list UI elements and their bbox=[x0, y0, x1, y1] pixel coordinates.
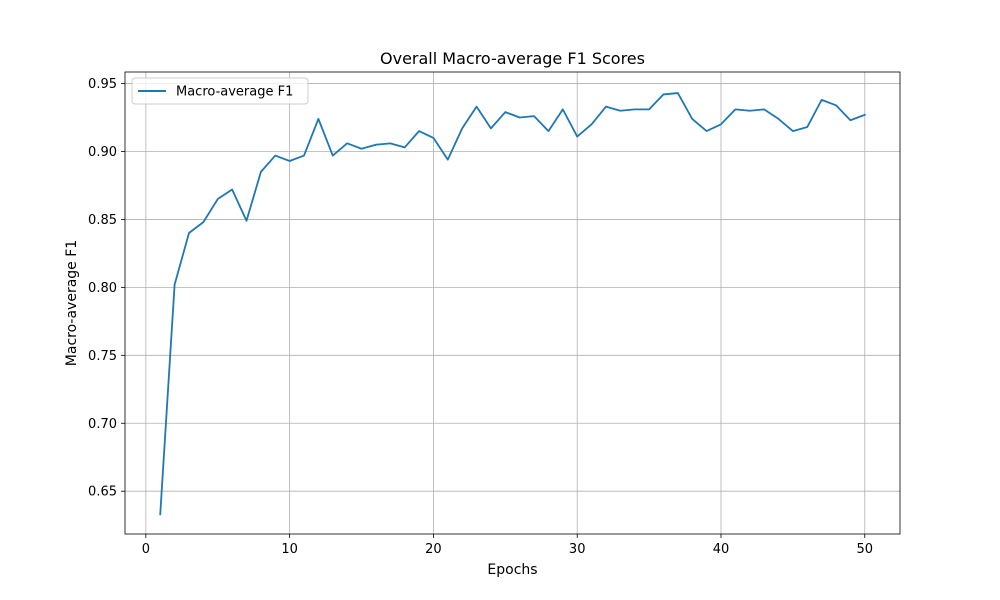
x-tick-label: 50 bbox=[856, 542, 873, 557]
ticks: 0 10 20 30 40 50 0.65 0.70 0.75 0.80 0.85 0.90 0.95 bbox=[88, 77, 873, 557]
series-layer bbox=[159, 92, 866, 516]
x-tick-label: 30 bbox=[569, 542, 586, 557]
grid bbox=[125, 72, 900, 534]
legend-entry-macro-average-f1: Macro-average F1 bbox=[176, 85, 293, 100]
legend-box bbox=[131, 77, 309, 105]
x-tick-label: 10 bbox=[281, 542, 298, 557]
series-line-macro-average-f1 bbox=[159, 92, 866, 516]
chart-title: Overall Macro-average F1 Scores bbox=[380, 49, 645, 68]
x-tick-label: 0 bbox=[142, 542, 150, 557]
x-tick-label: 40 bbox=[713, 542, 730, 557]
legend: Macro-average F1 bbox=[131, 77, 309, 105]
y-tick-label: 0.75 bbox=[88, 349, 117, 364]
x-tick-label: 20 bbox=[425, 542, 442, 557]
y-tick-label: 0.85 bbox=[88, 213, 117, 228]
y-axis-title: Macro-average F1 bbox=[64, 240, 80, 366]
y-tick-label: 0.95 bbox=[88, 77, 117, 92]
y-tick-label: 0.70 bbox=[88, 417, 117, 432]
plot-frame bbox=[124, 71, 901, 535]
y-tick-label: 0.80 bbox=[88, 281, 117, 296]
y-tick-label: 0.65 bbox=[88, 485, 117, 500]
x-axis-title: Epochs bbox=[487, 562, 537, 578]
y-tick-label: 0.90 bbox=[88, 145, 117, 160]
